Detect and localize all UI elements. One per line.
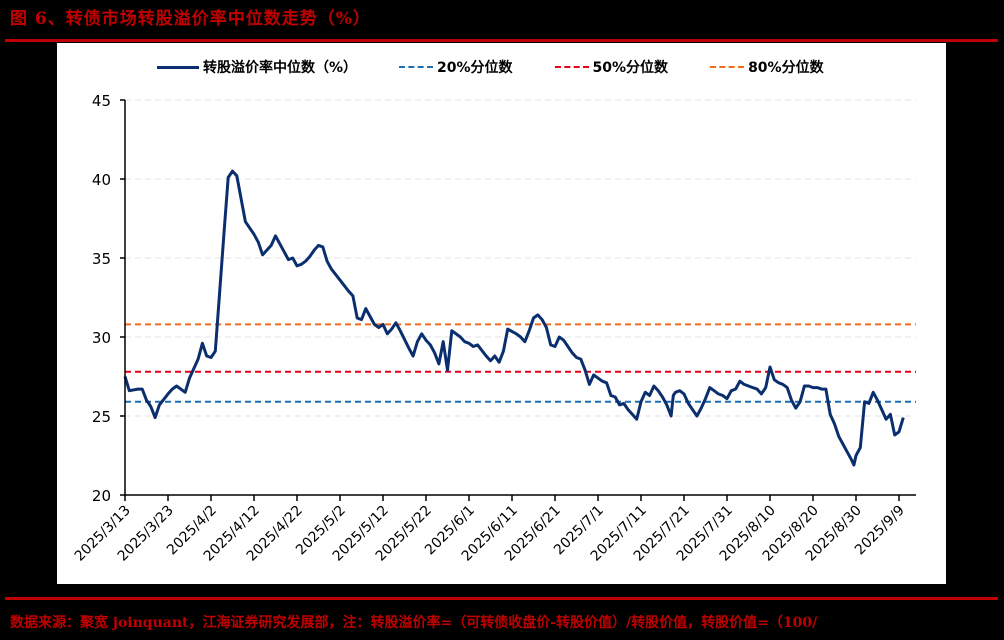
y-tick-label: 30: [92, 329, 111, 347]
legend-item-p20: 20%分位数: [399, 57, 513, 77]
chart-title: 图 6、转债市场转股溢价率中位数走势（%）: [10, 9, 371, 29]
y-tick-label: 45: [92, 92, 111, 110]
title-divider: [5, 39, 998, 42]
legend-label: 20%分位数: [437, 60, 513, 76]
legend-item-median: 转股溢价率中位数（%）: [157, 57, 357, 77]
legend-label: 转股溢价率中位数（%）: [203, 60, 358, 76]
y-tick-label: 35: [92, 250, 111, 268]
y-tick-label: 25: [92, 408, 111, 426]
legend-item-p80: 80%分位数: [710, 57, 824, 77]
y-tick-label: 20: [92, 487, 111, 505]
legend-label: 80%分位数: [748, 60, 824, 76]
chart-panel: 转股溢价率中位数（%） 20%分位数 50%分位数 80%分位数 20 25 30 3…: [57, 43, 946, 584]
y-tick-label: 40: [92, 171, 111, 189]
source-note: 数据来源：聚宽 joinquant，江海证券研究发展部，注：转股溢价率=（可转债…: [10, 615, 818, 631]
line-chart: 2025303540452025/3/132025/3/232025/4/220…: [72, 92, 916, 565]
legend-dashed-line-icon: [710, 66, 745, 68]
chart-legend: 转股溢价率中位数（%） 20%分位数 50%分位数 80%分位数: [157, 57, 866, 77]
legend-item-p50: 50%分位数: [554, 57, 669, 77]
legend-dashed-line-icon: [399, 66, 434, 68]
legend-solid-line-icon: [157, 65, 199, 69]
legend-label: 50%分位数: [592, 60, 669, 76]
footer-divider: [5, 597, 998, 600]
legend-dashed-line-icon: [554, 66, 589, 68]
median-premium-line: [123, 169, 905, 467]
